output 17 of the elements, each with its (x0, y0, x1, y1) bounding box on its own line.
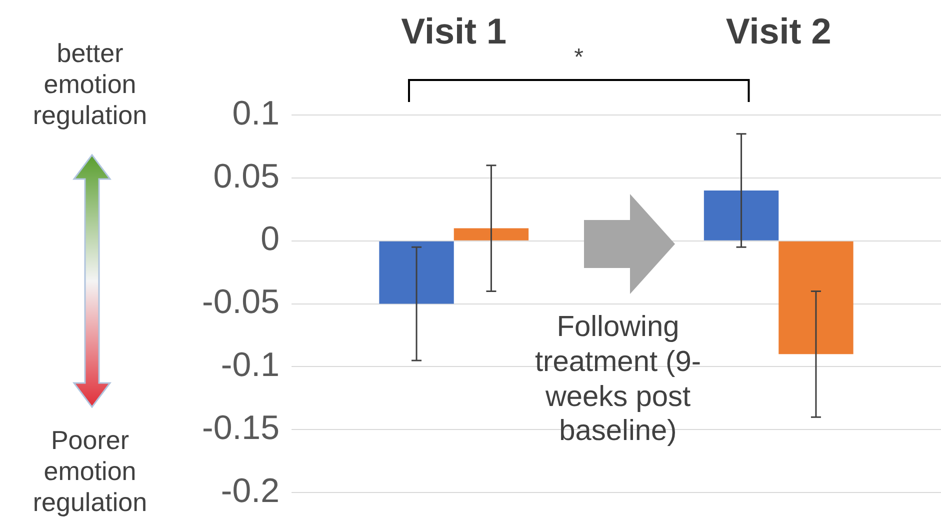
y-tick-label: -0.15 (202, 409, 280, 448)
text: better emotion regulation (32, 38, 148, 132)
bar (454, 228, 529, 240)
y-tick-label: 0.05 (213, 157, 280, 196)
bar (778, 241, 854, 354)
bar (704, 190, 779, 240)
bar (379, 241, 454, 304)
y-tick-label: -0.05 (202, 283, 280, 322)
y-tick-label: -0.1 (220, 346, 280, 384)
text: * (573, 44, 584, 73)
y-tick-label: -0.2 (220, 472, 280, 510)
y-tick-label: 0 (260, 220, 280, 258)
x-tick-label: Visit 1 (401, 10, 507, 52)
y-tick-label: 0.1 (232, 94, 280, 132)
x-tick-label: Visit 2 (726, 10, 832, 52)
text: Poorer emotion regulation (32, 425, 148, 519)
annotation: Following treatment (9-weeks post baseline) (534, 310, 702, 450)
